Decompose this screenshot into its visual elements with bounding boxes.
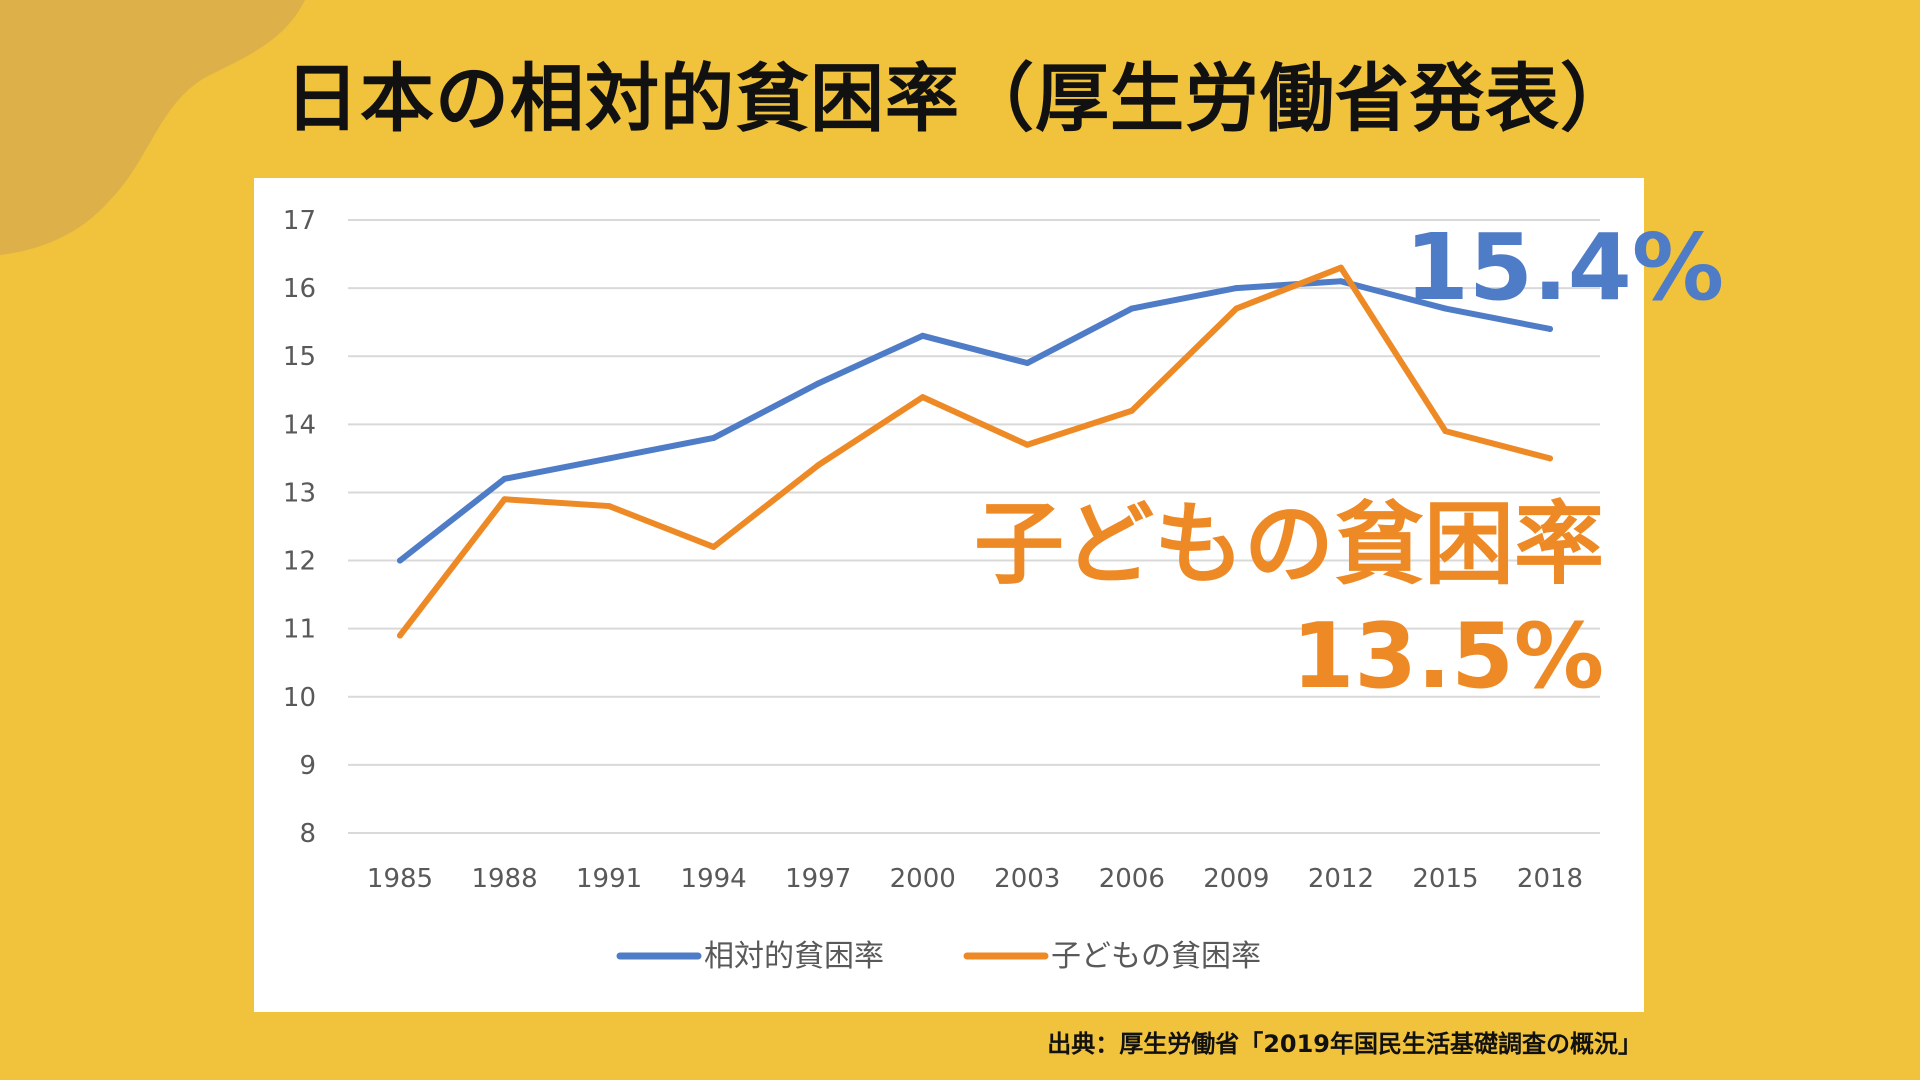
- data-point: [1233, 305, 1240, 312]
- y-tick-label: 15: [283, 342, 316, 372]
- line-chart: 8 9 10 11 12 13 14 15 16 17 1985 1988 1991 1994 1997 20…: [283, 206, 1600, 974]
- y-tick-label: 14: [283, 410, 316, 440]
- data-point: [397, 632, 403, 639]
- data-point: [1547, 325, 1553, 332]
- data-point: [919, 394, 926, 401]
- callout-overall-rate: 15.4%: [1404, 214, 1724, 321]
- corner-decoration: [0, 0, 305, 255]
- y-tick-label: 9: [299, 751, 316, 781]
- data-point: [1128, 407, 1135, 414]
- data-point: [1024, 441, 1031, 448]
- data-point: [1442, 428, 1449, 435]
- x-tick-label: 1997: [785, 864, 851, 894]
- x-tick-label: 2003: [994, 864, 1060, 894]
- x-tick-label: 2015: [1412, 864, 1478, 894]
- y-tick-label: 13: [283, 478, 316, 508]
- x-tick-label: 1985: [367, 864, 433, 894]
- x-tick-label: 2009: [1203, 864, 1269, 894]
- chart-card: 8 9 10 11 12 13 14 15 16 17 1985 1988 1991 1994 1997 20…: [254, 178, 1644, 1012]
- source-note: 出典：厚生労働省「2019年国民生活基礎調査の概況」: [1047, 1030, 1642, 1058]
- y-tick-label: 17: [283, 206, 316, 236]
- data-point: [397, 557, 403, 564]
- page-title: 日本の相対的貧困率（厚生労働省発表）: [285, 56, 1635, 142]
- data-point: [606, 503, 613, 510]
- data-point: [815, 462, 822, 469]
- data-point: [1547, 455, 1553, 462]
- series-line-overall: [397, 278, 1553, 564]
- data-point: [501, 475, 508, 482]
- x-tick-label: 2000: [890, 864, 956, 894]
- data-point: [710, 543, 717, 550]
- data-point: [1442, 305, 1449, 312]
- data-point: [606, 455, 613, 462]
- data-point: [815, 380, 822, 387]
- data-point: [1233, 285, 1240, 292]
- data-point: [919, 332, 926, 339]
- y-tick-label: 16: [283, 274, 316, 304]
- y-tick-label: 8: [299, 819, 316, 849]
- x-tick-label: 1994: [681, 864, 747, 894]
- x-tick-label: 1988: [471, 864, 537, 894]
- data-point: [1337, 264, 1344, 271]
- x-tick-label: 2006: [1099, 864, 1165, 894]
- data-point: [501, 496, 508, 503]
- data-point: [1128, 305, 1135, 312]
- series-line-child: [397, 264, 1553, 639]
- y-tick-label: 11: [283, 615, 316, 645]
- x-tick-label: 2018: [1517, 864, 1583, 894]
- data-point: [710, 434, 717, 441]
- legend-label: 相対的貧困率: [704, 939, 884, 974]
- x-tick-label: 2012: [1308, 864, 1374, 894]
- y-tick-label: 10: [283, 683, 316, 713]
- callout-child-rate: 13.5%: [1291, 604, 1604, 709]
- y-tick-label: 12: [283, 547, 316, 577]
- data-point: [1337, 278, 1344, 285]
- data-point: [1024, 360, 1031, 367]
- legend-label: 子どもの貧困率: [1051, 939, 1261, 974]
- x-tick-label: 1991: [576, 864, 642, 894]
- callout-child-label: 子どもの貧困率: [974, 492, 1604, 597]
